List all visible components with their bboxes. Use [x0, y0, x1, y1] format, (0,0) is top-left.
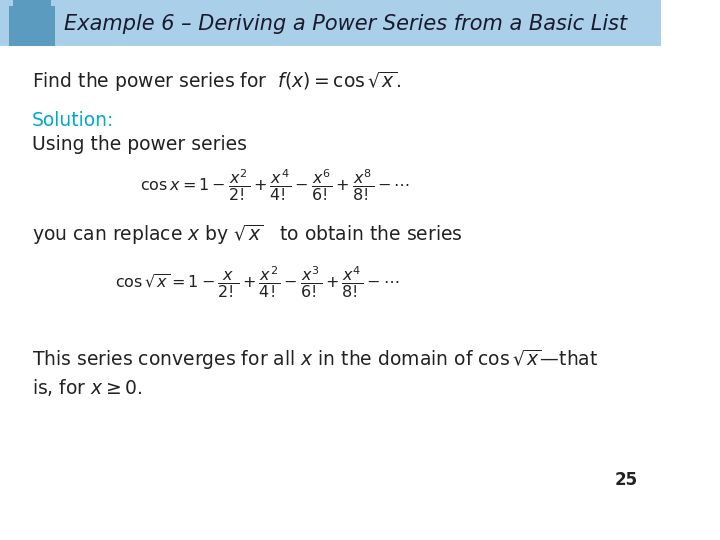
Text: $\cos\sqrt{x} = 1 - \dfrac{x}{2!} + \dfrac{x^2}{4!} - \dfrac{x^3}{6!} + \dfrac{x: $\cos\sqrt{x} = 1 - \dfrac{x}{2!} + \dfr…: [114, 264, 399, 300]
Text: Using the power series: Using the power series: [32, 134, 247, 153]
Text: Find the power series for  $f(x) = \cos\sqrt{x}.$: Find the power series for $f(x) = \cos\s…: [32, 70, 401, 94]
Text: Example 6 – Deriving a Power Series from a Basic List: Example 6 – Deriving a Power Series from…: [64, 14, 627, 34]
FancyBboxPatch shape: [0, 0, 661, 46]
Text: 25: 25: [615, 471, 638, 489]
Text: $\cos x = 1 - \dfrac{x^2}{2!} + \dfrac{x^4}{4!} - \dfrac{x^6}{6!} + \dfrac{x^8}{: $\cos x = 1 - \dfrac{x^2}{2!} + \dfrac{x…: [140, 167, 410, 203]
FancyBboxPatch shape: [13, 0, 51, 8]
Text: This series converges for all $x$ in the domain of $\cos\sqrt{x}$—that: This series converges for all $x$ in the…: [32, 348, 598, 372]
FancyBboxPatch shape: [9, 6, 55, 46]
Text: you can replace $x$ by $\sqrt{x}$   to obtain the series: you can replace $x$ by $\sqrt{x}$ to obt…: [32, 223, 463, 247]
Text: is, for $x \geq 0.$: is, for $x \geq 0.$: [32, 377, 143, 399]
Text: Solution:: Solution:: [32, 111, 114, 130]
